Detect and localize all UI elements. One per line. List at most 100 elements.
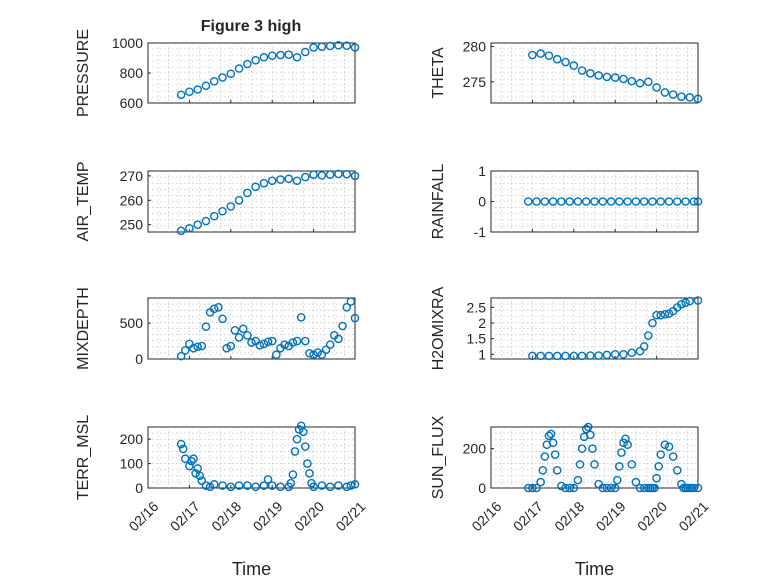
data-point [602,72,612,82]
y-axis-label: RAINFALL [430,164,447,240]
data-point [234,195,244,205]
data-point [565,483,574,493]
subplot-theta: 275 280 THETA [430,39,703,104]
data-point [193,85,202,94]
data-point [660,440,670,450]
data-point [685,93,695,102]
y-axis-label: AIR_TEMP [75,161,92,241]
data-point [259,52,269,62]
data-point [197,341,207,351]
data-point [189,343,198,353]
data-point [623,440,632,450]
data-point [528,483,537,493]
data-point [263,337,273,347]
x-axis-label: Time [232,559,271,579]
data-point [234,64,244,73]
data-point [557,481,566,491]
data-point [193,220,202,229]
data-point [296,313,306,322]
data-point [272,350,281,359]
data-point [581,424,591,434]
data-point [209,211,219,221]
series-points [523,197,703,206]
y-axis-label: SUN_FLUX [430,415,447,499]
data-point [523,197,533,206]
data-point [575,460,585,469]
data-point [292,176,302,186]
data-point [298,427,308,437]
data-point [631,197,641,206]
x-tick-label: 02/20 [291,498,327,534]
data-point [656,197,666,206]
data-point [656,450,666,459]
data-point [610,350,620,359]
data-point [577,351,587,361]
data-point [548,197,558,206]
y-axis-label: TERR_MSL [75,415,92,500]
data-point [588,444,597,453]
data-point [218,73,227,82]
data-point [652,310,661,320]
y-tick-label: 1000 [112,35,143,51]
y-tick-label: 1 [478,346,486,362]
data-point [685,296,695,306]
figure-title: Figure 3 high [201,18,301,35]
data-point [693,94,703,104]
data-point [656,310,666,320]
data-point [546,429,556,439]
data-point [209,304,219,314]
data-point [197,476,207,485]
data-point [577,444,587,453]
data-point [689,483,699,493]
data-point [259,178,269,188]
data-point [185,87,194,97]
data-point [214,303,223,312]
data-point [583,422,593,432]
data-point [627,76,637,86]
data-point [195,471,205,481]
x-tick-label: 02/19 [593,498,629,534]
x-tick-label: 02/16 [125,498,161,534]
data-point [617,448,626,457]
data-point [631,477,641,487]
data-point [238,324,248,334]
data-point [325,41,335,51]
data-point [557,197,566,206]
data-point [243,481,252,490]
y-tick-label: 2 [478,315,486,331]
x-tick-label: 02/20 [634,498,670,534]
y-axis-label: THETA [430,47,447,99]
data-point [187,456,196,466]
data-point [230,325,240,335]
data-point [606,483,616,493]
data-point [201,81,211,91]
data-point [301,442,310,451]
data-point [623,197,632,206]
data-point [536,49,545,58]
data-point [251,55,260,65]
data-point [569,61,579,70]
data-point [317,350,327,359]
data-point [317,481,327,490]
y-tick-label: 0 [135,351,143,367]
data-point [255,341,265,350]
data-point [594,71,603,80]
data-point [610,483,620,493]
series-points [176,297,360,361]
data-point [346,481,356,490]
data-point [176,351,186,361]
data-point [284,174,294,184]
series-points [176,421,360,492]
data-point [615,462,624,471]
subplot-h2omixra: 11.522.5 H2OMIXRA [430,286,703,370]
data-point [693,197,703,206]
data-point [321,345,331,354]
data-point [652,473,661,483]
data-point [243,188,252,198]
data-point [201,322,211,332]
data-point [267,51,277,61]
data-point [234,333,244,342]
x-tick-label: 02/17 [510,498,546,534]
data-point [586,351,595,360]
